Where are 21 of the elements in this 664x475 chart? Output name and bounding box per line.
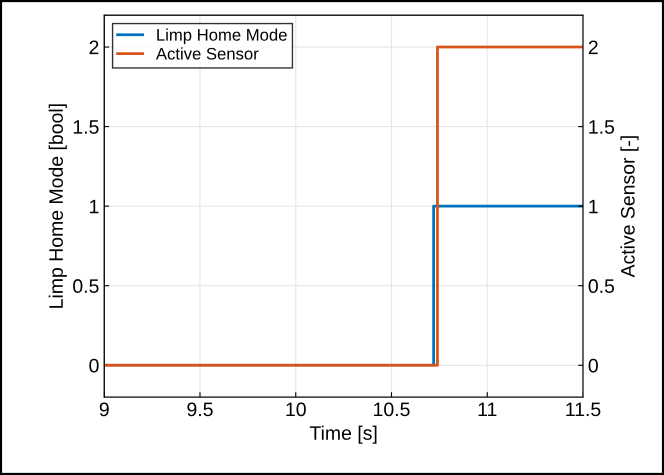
x-tick-label: 10.5: [374, 402, 410, 416]
legend-label: Active Sensor: [156, 47, 258, 60]
x-axis-title: Time [s]: [310, 426, 376, 444]
x-tick-label: 11: [478, 402, 496, 416]
y-tick-label: 1.5: [74, 120, 99, 134]
y2-tick-label: 1: [589, 200, 598, 214]
y-tick-label: 0: [89, 358, 99, 373]
x-tick-label: 9: [100, 402, 109, 416]
y-tick-label: 0.5: [73, 279, 99, 293]
x-tick-label: 9.5: [187, 402, 213, 416]
y2-tick-label: 2: [588, 40, 598, 54]
y-tick-label: 1: [90, 200, 98, 214]
x-tick-label: 10: [286, 402, 306, 416]
y2-tick-label: 1.5: [589, 120, 614, 134]
x-tick-label: 11.5: [566, 402, 600, 416]
legend-label: Limp Home Mode: [157, 28, 287, 44]
y2-axis-title: Active Sensor [-]: [620, 136, 639, 278]
y-axis-title: Limp Home Mode [bool]: [48, 104, 67, 308]
y2-tick-label: 0: [588, 358, 598, 373]
y-tick-label: 2: [90, 40, 98, 54]
y2-tick-label: 0.5: [588, 279, 614, 293]
